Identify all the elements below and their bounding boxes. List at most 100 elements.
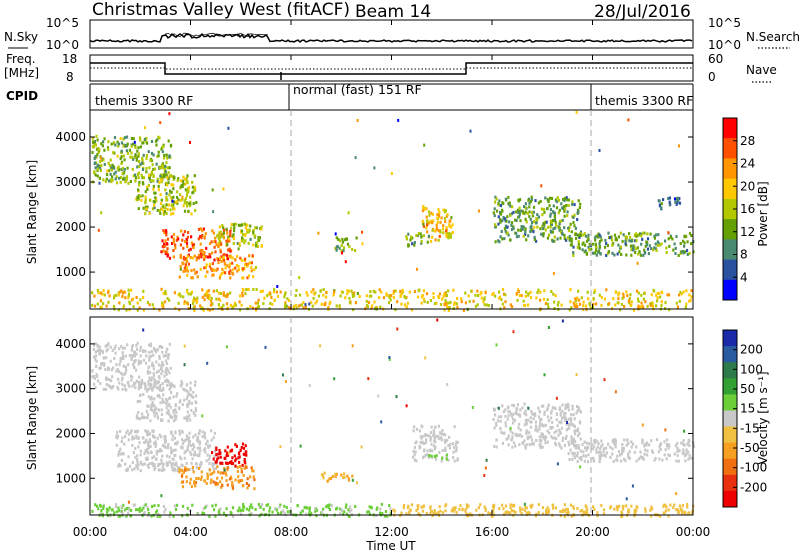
power-cell [406, 301, 409, 305]
velocity-cell [536, 429, 539, 433]
velocity-cell [375, 507, 378, 511]
power-cell [551, 239, 554, 243]
velocity-cell [328, 503, 331, 507]
velocity-cell [155, 452, 158, 456]
velocity-cell [492, 418, 495, 421]
power-cell [223, 258, 226, 262]
velocity-cell [558, 444, 561, 448]
power-cell [182, 262, 185, 266]
power-cell [172, 240, 175, 244]
velocity-cell [413, 425, 416, 429]
power-cell [247, 241, 250, 245]
power-cell [504, 217, 507, 221]
velocity-cell [212, 467, 215, 471]
velocity-cell [687, 438, 690, 442]
power-cell [577, 298, 581, 302]
velocity-cell [118, 451, 121, 455]
velocity-cell [402, 506, 405, 510]
velocity-cell [181, 464, 184, 468]
power-cell [637, 252, 640, 256]
power-cell [134, 144, 137, 148]
velocity-cell [166, 347, 169, 351]
velocity-cell [134, 386, 137, 390]
power-cell [117, 165, 120, 169]
velocity-cell [144, 449, 147, 453]
velocity-cell [339, 507, 342, 511]
velocity-cell [631, 484, 634, 488]
velocity-cell [500, 431, 503, 434]
power-cell [574, 297, 577, 301]
velocity-cell [242, 452, 245, 456]
power-cell [686, 253, 689, 256]
power-cell [655, 304, 658, 308]
power-cell [622, 295, 625, 299]
velocity-cell [134, 447, 137, 450]
velocity-cell [116, 385, 119, 389]
velocity-cell [221, 461, 224, 465]
power-cell [163, 242, 166, 246]
power-cell [164, 244, 167, 248]
power-cell [218, 298, 222, 302]
power-cell [254, 226, 257, 230]
power-cell [618, 291, 621, 295]
power-cell [319, 289, 322, 293]
power-cell [448, 223, 451, 227]
velocity-cell [547, 403, 550, 407]
velocity-cell [340, 508, 343, 512]
velocity-cell [599, 456, 602, 460]
power-cell [166, 207, 169, 211]
power-cell [527, 292, 530, 296]
velocity-cell [111, 366, 115, 370]
power-cell [507, 195, 510, 199]
velocity-cell [345, 512, 348, 516]
power-cell [211, 273, 214, 277]
velocity-cell [567, 404, 570, 408]
velocity-cell [664, 503, 667, 507]
velocity-cell [276, 512, 280, 515]
velocity-cell [169, 446, 172, 450]
power-cell [436, 221, 439, 224]
velocity-cell [227, 451, 230, 455]
power-cell [248, 228, 251, 232]
velocity-cell [165, 461, 168, 465]
power-cell [557, 300, 560, 304]
power-cell [613, 233, 617, 237]
velocity-cell [530, 438, 534, 442]
power-cell [552, 227, 555, 231]
velocity-cell [186, 405, 189, 409]
power-cell [153, 206, 156, 210]
velocity-cell [572, 505, 575, 509]
power-cell [150, 140, 154, 143]
velocity-cell [181, 485, 185, 489]
power-cell [153, 191, 156, 195]
power-cell [650, 293, 653, 297]
power-cell [230, 226, 233, 230]
power-cell [413, 290, 417, 293]
power-cell [257, 236, 260, 240]
power-cell [579, 230, 583, 234]
velocity-cell [142, 328, 145, 332]
velocity-cell [184, 416, 187, 420]
velocity-cell [571, 404, 574, 408]
power-cell [160, 287, 163, 291]
velocity-cell [135, 414, 138, 418]
velocity-cell [163, 435, 166, 438]
velocity-cell [151, 408, 154, 412]
power-cell [504, 293, 507, 297]
power-cell [616, 301, 619, 305]
velocity-cell [192, 443, 195, 447]
power-cell [137, 207, 140, 211]
velocity-cell [115, 503, 118, 507]
power-cell [494, 223, 497, 227]
velocity-cell [243, 505, 246, 509]
velocity-cell [445, 453, 449, 457]
power-cell [196, 275, 199, 279]
power-cell [110, 168, 113, 172]
power-cell [152, 153, 155, 157]
power-cell [445, 229, 448, 233]
velocity-cell [219, 471, 222, 475]
power-ylabel: Slant Range [km] [25, 160, 39, 264]
velocity-cell [229, 449, 232, 453]
velocity-cell [99, 381, 102, 385]
velocity-cell [189, 386, 192, 390]
